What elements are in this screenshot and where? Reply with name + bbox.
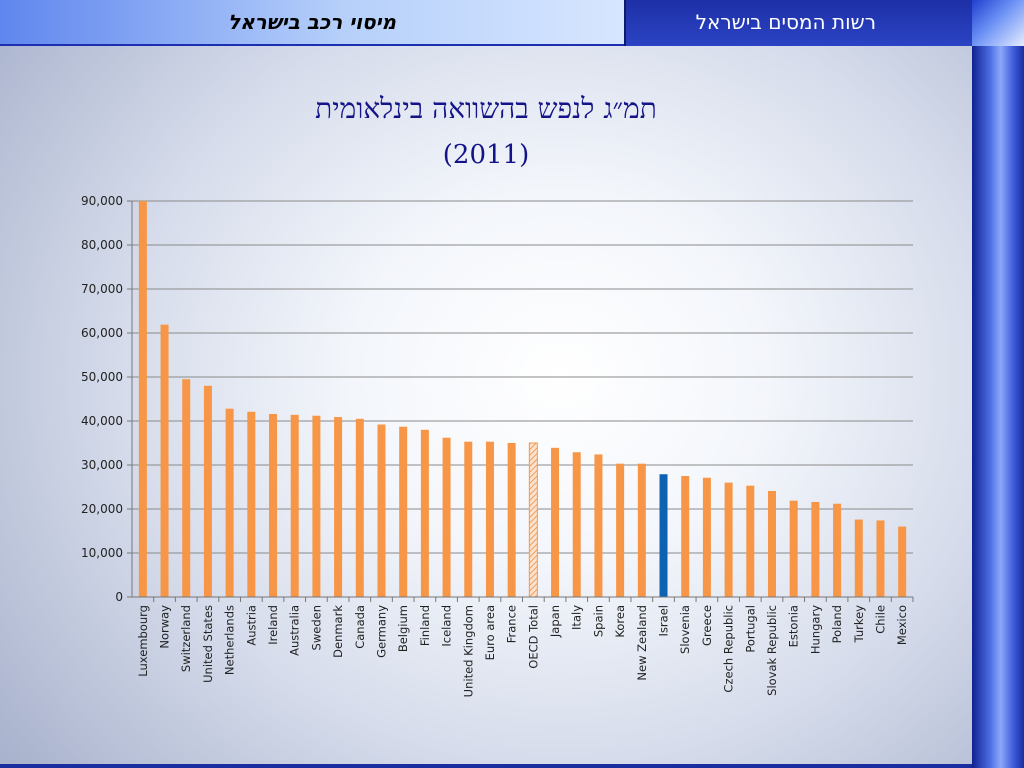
x-tick-label: Poland — [830, 605, 844, 643]
bar — [659, 474, 668, 597]
bar — [225, 408, 234, 597]
y-tick-label: 30,000 — [81, 458, 123, 472]
x-tick-label: Luxembourg — [136, 605, 150, 677]
bars — [138, 201, 907, 598]
x-tick-labels: Luxembourg Norway Switzerland United States… — [136, 605, 909, 698]
corner-decoration — [972, 0, 1024, 46]
y-tick-label: 90,000 — [81, 194, 123, 208]
bar — [854, 519, 863, 597]
x-tick-label: Italy — [570, 605, 584, 630]
x-tick-label: Japan — [548, 605, 562, 638]
x-tick-label: United Kingdom — [461, 605, 475, 697]
y-tick-label: 20,000 — [81, 502, 123, 516]
x-tick-label: New Zealand — [635, 605, 649, 681]
y-tick-label: 80,000 — [81, 238, 123, 252]
x-tick-label: Sweden — [309, 605, 323, 650]
bar — [616, 463, 625, 597]
bar — [269, 413, 278, 597]
bar — [507, 443, 516, 597]
bar — [767, 490, 776, 597]
x-tick-label: Mexico — [895, 605, 909, 645]
x-tick-label: France — [505, 605, 519, 643]
x-tick-label: Netherlands — [223, 605, 237, 675]
bar — [572, 452, 581, 597]
bar — [637, 463, 646, 597]
x-tick-label: Canada — [353, 605, 367, 649]
x-tick-label: Slovak Republic — [765, 605, 779, 696]
x-tick-label: Slovenia — [678, 605, 692, 654]
bar — [898, 526, 907, 597]
bar — [833, 503, 842, 597]
x-tick-label: United States — [201, 605, 215, 683]
presentation-title: מיסוי רכב בישראל — [228, 10, 396, 34]
bar — [160, 324, 169, 597]
org-name-bar: רשות המסים בישראל — [624, 0, 972, 46]
x-tick-label: Belgium — [396, 605, 410, 652]
bar — [811, 501, 820, 597]
bar — [377, 424, 386, 597]
bar — [247, 411, 256, 597]
x-tick-label: Australia — [288, 605, 302, 656]
x-tick-label: Turkey — [852, 605, 866, 644]
y-tick-label: 0 — [115, 590, 123, 604]
bar — [355, 418, 364, 597]
right-decorative-stripe — [972, 46, 1024, 768]
x-tick-label: Norway — [158, 605, 172, 649]
bar — [290, 414, 299, 597]
gridlines — [132, 200, 913, 554]
x-tick-label: Spain — [591, 605, 605, 637]
bar — [702, 477, 711, 597]
bar — [551, 447, 560, 597]
bar — [485, 441, 494, 597]
y-tick-label: 40,000 — [81, 414, 123, 428]
bar — [746, 485, 755, 597]
x-tick-label: Korea — [613, 605, 627, 638]
x-tick-label: Portugal — [743, 605, 757, 653]
y-tick-label: 50,000 — [81, 370, 123, 384]
bottom-decorative-stripe — [0, 764, 972, 768]
bar — [420, 429, 429, 597]
bar — [312, 415, 321, 597]
axes — [127, 200, 914, 602]
bar — [203, 385, 212, 597]
y-tick-label: 70,000 — [81, 282, 123, 296]
presentation-title-bar: מיסוי רכב בישראל — [0, 0, 624, 46]
x-tick-label: Israel — [657, 605, 671, 636]
x-tick-label: Hungary — [808, 605, 822, 654]
bar — [138, 201, 147, 597]
x-tick-label: Ireland — [266, 605, 280, 645]
x-tick-label: Czech Republic — [722, 605, 736, 693]
x-tick-label: Euro area — [483, 605, 497, 660]
bar — [789, 500, 798, 597]
x-tick-label: Denmark — [331, 605, 345, 658]
bar — [876, 520, 885, 597]
x-tick-label: Iceland — [440, 605, 454, 647]
bar — [724, 482, 733, 597]
x-tick-label: Germany — [374, 605, 388, 658]
y-tick-labels: 0 10,000 20,000 30,000 40,000 50,000 60,000 70,… — [81, 194, 123, 604]
x-tick-label: Austria — [244, 605, 258, 646]
bar — [334, 417, 343, 597]
x-tick-label: OECD Total — [526, 605, 540, 669]
x-tick-label: Finland — [418, 605, 432, 646]
bar — [464, 441, 473, 597]
bar — [442, 437, 451, 597]
x-tick-label: Estonia — [787, 605, 801, 647]
bar — [399, 426, 408, 597]
org-name: רשות המסים בישראל — [695, 10, 876, 34]
bar — [594, 454, 603, 597]
x-tick-label: Switzerland — [179, 605, 193, 672]
y-tick-label: 10,000 — [81, 546, 123, 560]
x-tick-label: Greece — [700, 605, 714, 646]
bar-chart: 0 10,000 20,000 30,000 40,000 50,000 60,000 70,… — [81, 194, 914, 698]
bar — [182, 379, 191, 597]
bar — [681, 476, 690, 597]
bar — [528, 442, 538, 598]
y-tick-label: 60,000 — [81, 326, 123, 340]
chart-title: תמ״ג לנפש בהשוואה בינלאומית — [315, 92, 657, 125]
chart-subtitle: (2011) — [442, 140, 530, 170]
x-tick-label: Chile — [873, 605, 887, 634]
